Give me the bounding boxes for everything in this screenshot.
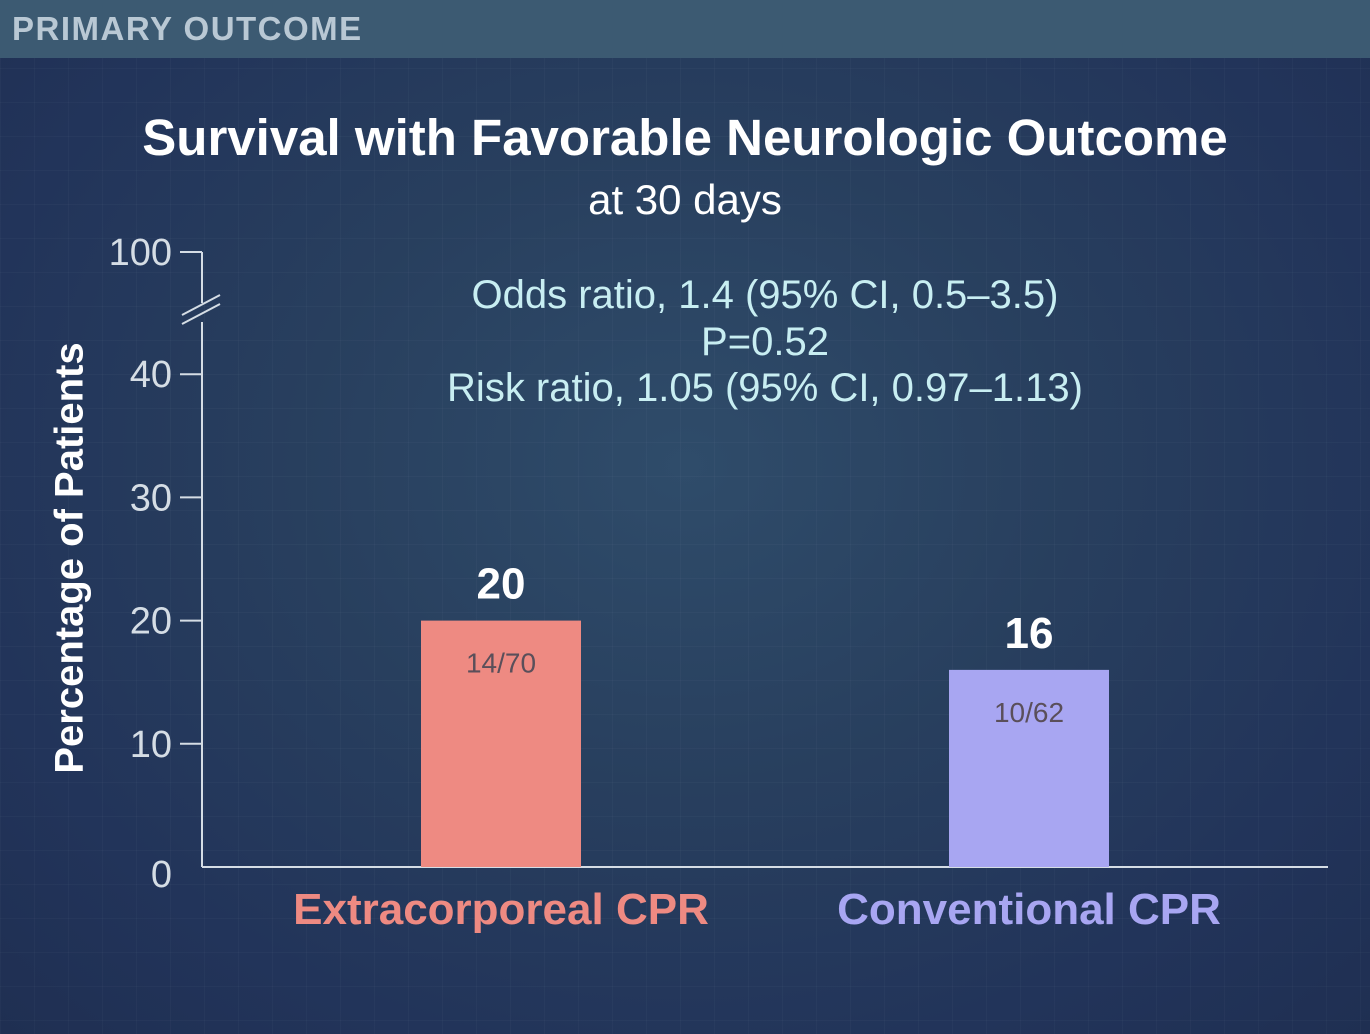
bar xyxy=(949,669,1109,867)
bar-value-label: 16 xyxy=(1005,609,1054,658)
bar xyxy=(421,620,581,867)
y-tick-label: 0 xyxy=(151,854,172,896)
bar-value-label: 20 xyxy=(477,560,526,609)
header-band xyxy=(0,0,1370,58)
axis-break-mark xyxy=(181,303,221,325)
section-header: PRIMARY OUTCOME xyxy=(12,10,363,47)
x-category-label: Extracorporeal CPR xyxy=(293,885,709,934)
chart-subtitle: at 30 days xyxy=(588,176,782,223)
axis-break-mark xyxy=(181,294,221,316)
bar-count-label: 14/70 xyxy=(466,648,536,679)
y-tick-label: 20 xyxy=(130,601,172,643)
y-tick-label: 30 xyxy=(130,477,172,519)
p-value-text: P=0.52 xyxy=(701,320,829,364)
y-tick-label: 100 xyxy=(109,232,172,274)
chart-title: Survival with Favorable Neurologic Outco… xyxy=(142,109,1228,166)
risk-ratio-text: Risk ratio, 1.05 (95% CI, 0.97–1.13) xyxy=(447,366,1083,410)
y-tick-label: 10 xyxy=(130,724,172,766)
bar-count-label: 10/62 xyxy=(994,697,1064,728)
x-category-label: Conventional CPR xyxy=(837,885,1221,934)
y-tick-label: 40 xyxy=(130,354,172,396)
odds-ratio-text: Odds ratio, 1.4 (95% CI, 0.5–3.5) xyxy=(471,273,1059,317)
